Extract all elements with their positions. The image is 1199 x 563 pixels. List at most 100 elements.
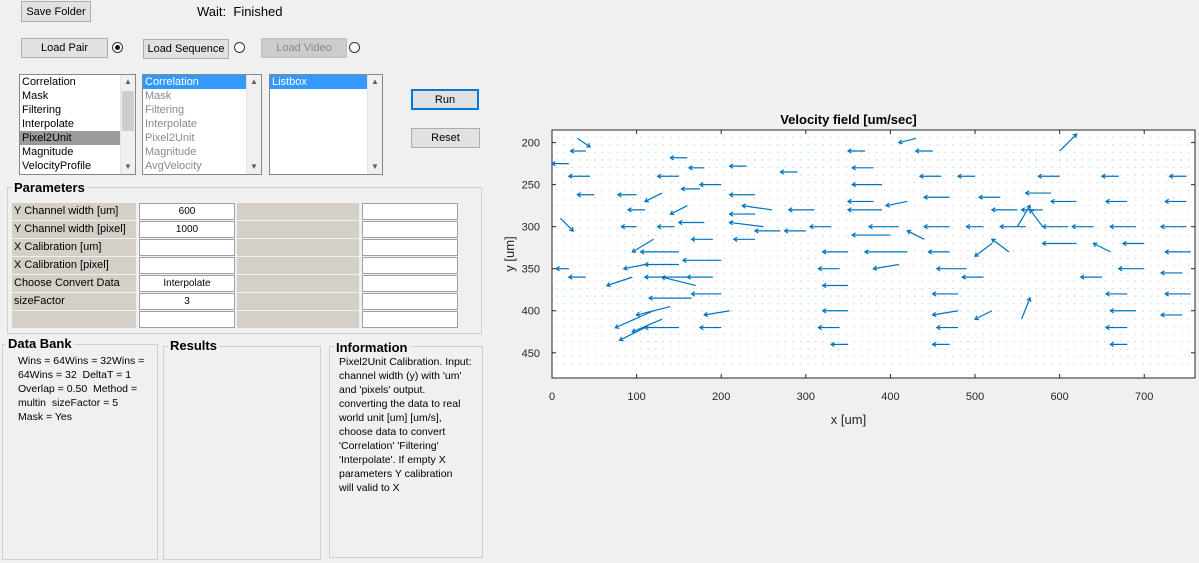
vector-dot xyxy=(868,204,870,206)
load-pair-radio[interactable] xyxy=(112,42,123,53)
param-value-input-extra[interactable] xyxy=(362,257,458,274)
param-value-input[interactable]: 1000 xyxy=(139,221,235,238)
output-scrollbar[interactable]: ▲ ▼ xyxy=(367,75,382,174)
load-pair-button[interactable]: Load Pair xyxy=(21,38,108,58)
vector-dot xyxy=(936,227,939,229)
scroll-thumb[interactable] xyxy=(122,91,134,131)
vector-dot xyxy=(845,151,847,153)
list-item[interactable]: Magnitude xyxy=(22,146,74,158)
list-item[interactable]: AvgVelocity xyxy=(145,160,202,172)
vector-dot xyxy=(624,295,626,297)
list-item[interactable]: Interpolate xyxy=(145,118,197,130)
arrow-head xyxy=(555,266,560,272)
load-sequence-button[interactable]: Load Sequence xyxy=(143,39,229,59)
list-item[interactable]: Mask xyxy=(22,90,49,102)
list-item[interactable]: VelocityProfile xyxy=(22,160,92,172)
vector-dot xyxy=(1089,182,1091,184)
vector-dot xyxy=(723,265,725,267)
list-item[interactable]: Pixel2Unit xyxy=(20,131,135,145)
scroll-down-icon[interactable]: ▼ xyxy=(124,162,132,171)
process-scrollbar[interactable]: ▲ ▼ xyxy=(120,75,135,174)
vector-dot xyxy=(1142,257,1144,259)
vector-dot xyxy=(959,348,961,350)
step-scrollbar[interactable]: ▲ ▼ xyxy=(246,75,261,174)
list-item[interactable]: Interpolate xyxy=(22,118,74,130)
load-video-button[interactable]: Load Video xyxy=(261,38,347,58)
param-value-input-extra[interactable] xyxy=(362,221,458,238)
vector-dot xyxy=(571,212,573,214)
param-label: sizeFactor xyxy=(12,293,136,310)
vector-dot xyxy=(1150,227,1152,229)
list-item[interactable]: Listbox xyxy=(270,75,382,89)
param-value-input[interactable]: Interpolate xyxy=(139,275,235,292)
reset-button[interactable]: Reset xyxy=(411,128,480,148)
scroll-up-icon[interactable]: ▲ xyxy=(371,77,379,86)
vector-dot xyxy=(685,242,687,244)
scroll-down-icon[interactable]: ▼ xyxy=(371,162,379,171)
vector-dot xyxy=(655,288,657,290)
vector-dot xyxy=(929,182,931,184)
param-value-input-extra[interactable] xyxy=(362,311,458,328)
vector-dot xyxy=(1074,235,1076,237)
vector-dot xyxy=(929,159,931,161)
vector-dot xyxy=(936,363,939,365)
process-listbox[interactable]: Correlation Mask Filtering Interpolate Pixel… xyxy=(19,74,136,175)
list-item[interactable]: Correlation xyxy=(143,75,261,89)
output-listbox[interactable]: Listbox ▲ ▼ xyxy=(269,74,383,175)
scroll-up-icon[interactable]: ▲ xyxy=(124,77,132,86)
vector-dot xyxy=(1051,189,1053,191)
vector-dot xyxy=(944,227,946,229)
load-sequence-radio[interactable] xyxy=(234,42,245,53)
run-button[interactable]: Run xyxy=(411,89,479,110)
vector-dot xyxy=(639,166,642,168)
param-value-input-extra[interactable] xyxy=(362,239,458,256)
vector-dot xyxy=(1134,318,1137,320)
list-item[interactable]: Magnitude xyxy=(145,146,197,158)
vector-dot xyxy=(1142,356,1144,358)
param-value-input-extra[interactable] xyxy=(362,293,458,310)
param-value-input-extra[interactable] xyxy=(362,275,458,292)
vector-dot xyxy=(1028,295,1030,297)
vector-dot xyxy=(1119,356,1121,358)
vector-dot xyxy=(1127,197,1129,199)
vector-dot xyxy=(853,288,855,290)
param-value-input[interactable] xyxy=(139,311,235,328)
arrow-head xyxy=(614,324,620,329)
vector-dot xyxy=(967,348,969,350)
vector-dot xyxy=(1058,356,1060,358)
list-item[interactable]: Filtering xyxy=(145,104,185,116)
vector-dot xyxy=(830,280,832,282)
arrow-head xyxy=(999,224,1004,230)
save-folder-button[interactable]: Save Folder xyxy=(21,1,91,22)
vector-dot xyxy=(952,318,954,320)
vector-dot xyxy=(807,189,809,191)
list-item[interactable]: Correlation xyxy=(22,76,76,88)
vector-dot xyxy=(655,333,657,335)
vector-dot xyxy=(815,348,817,350)
vector-dot xyxy=(1013,257,1015,259)
list-item[interactable]: Filtering xyxy=(22,104,62,116)
scroll-down-icon[interactable]: ▼ xyxy=(250,162,258,171)
arrow-head xyxy=(1121,240,1127,247)
param-value-input[interactable]: 3 xyxy=(139,293,235,310)
param-value-input[interactable]: 600 xyxy=(139,203,235,220)
param-value-input[interactable] xyxy=(139,239,235,256)
vector-dot xyxy=(792,235,794,237)
scroll-up-icon[interactable]: ▲ xyxy=(250,77,258,86)
list-item[interactable]: Pixel2Unit xyxy=(145,132,195,144)
param-value-input-extra[interactable] xyxy=(362,203,458,220)
step-listbox[interactable]: Correlation Mask Filtering Interpolate Pixel… xyxy=(142,74,262,175)
list-item[interactable]: Mask xyxy=(145,90,172,102)
vector-dot xyxy=(1173,341,1175,343)
vector-dot xyxy=(746,151,748,153)
arrow-head xyxy=(829,341,835,348)
vector-dot xyxy=(708,174,710,176)
vector-dot xyxy=(1134,151,1137,153)
vector-dot xyxy=(579,295,581,297)
param-value-input[interactable] xyxy=(139,257,235,274)
vector-dot xyxy=(1081,219,1083,221)
vector-dot xyxy=(982,318,984,320)
vector-dot xyxy=(784,227,786,229)
vector-dot xyxy=(685,341,687,343)
load-video-radio[interactable] xyxy=(349,42,360,53)
